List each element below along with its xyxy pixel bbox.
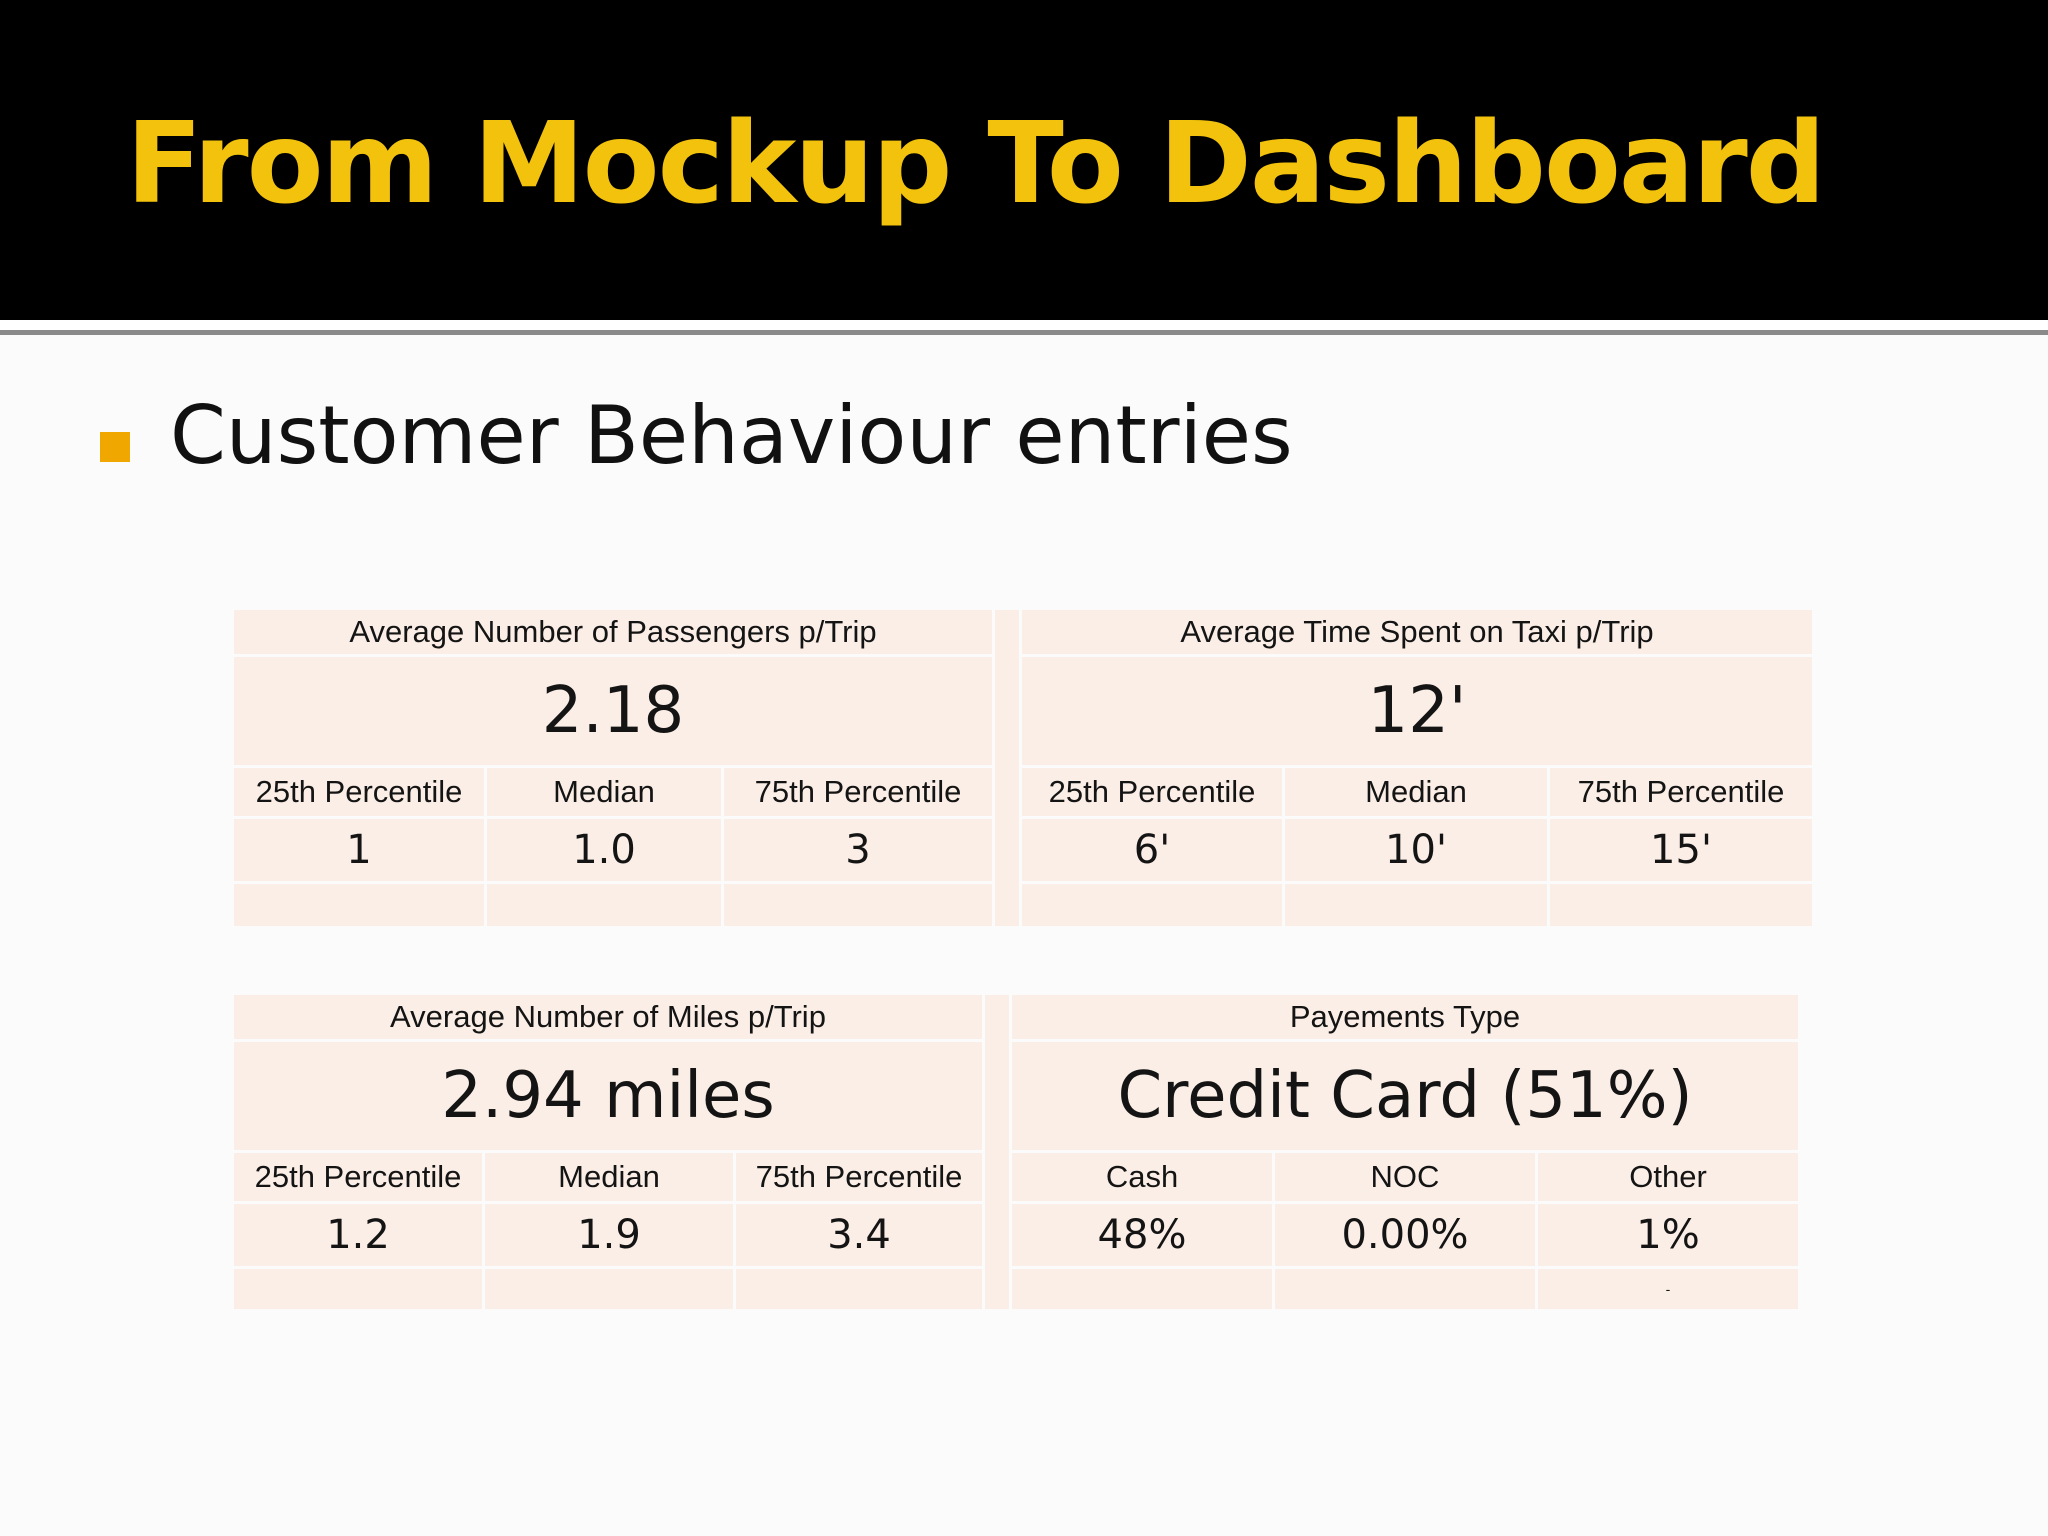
header-divider-shadow bbox=[0, 330, 2048, 335]
empty-cell bbox=[1285, 884, 1547, 926]
header-divider bbox=[0, 320, 2048, 330]
passengers-title: Average Number of Passengers p/Trip bbox=[234, 610, 992, 654]
time-p75-value: 15' bbox=[1550, 819, 1812, 881]
payments-cash-label: Cash bbox=[1012, 1153, 1272, 1201]
empty-cell bbox=[234, 884, 484, 926]
passengers-value: 2.18 bbox=[234, 657, 992, 765]
slide-title: From Mockup To Dashboard bbox=[126, 99, 1826, 229]
miles-median-value: 1.9 bbox=[485, 1204, 733, 1266]
passengers-p75-label: 75th Percentile bbox=[724, 768, 992, 816]
miles-median-label: Median bbox=[485, 1153, 733, 1201]
empty-cell bbox=[1275, 1269, 1535, 1309]
time-median-value: 10' bbox=[1285, 819, 1547, 881]
payments-other-label: Other bbox=[1538, 1153, 1798, 1201]
miles-p75-label: 75th Percentile bbox=[736, 1153, 982, 1201]
empty-cell bbox=[234, 1269, 482, 1309]
table-spacer-column bbox=[995, 610, 1019, 926]
passengers-p25-label: 25th Percentile bbox=[234, 768, 484, 816]
empty-cell bbox=[1012, 1269, 1272, 1309]
miles-value: 2.94 miles bbox=[234, 1042, 982, 1150]
empty-cell bbox=[1550, 884, 1812, 926]
payments-footnote: - bbox=[1538, 1269, 1798, 1309]
time-p25-label: 25th Percentile bbox=[1022, 768, 1282, 816]
empty-cell bbox=[724, 884, 992, 926]
bullet-square-icon bbox=[100, 432, 130, 462]
payments-noc-value: 0.00% bbox=[1275, 1204, 1535, 1266]
passengers-median-label: Median bbox=[487, 768, 721, 816]
time-p25-value: 6' bbox=[1022, 819, 1282, 881]
payments-value: Credit Card (51%) bbox=[1012, 1042, 1798, 1150]
kpi-table-miles-payments: Average Number of Miles p/Trip Payements… bbox=[234, 995, 1798, 1309]
slide-header: From Mockup To Dashboard bbox=[0, 0, 2048, 320]
table-spacer-column bbox=[985, 995, 1009, 1309]
miles-p25-value: 1.2 bbox=[234, 1204, 482, 1266]
empty-cell bbox=[736, 1269, 982, 1309]
time-value: 12' bbox=[1022, 657, 1812, 765]
time-title: Average Time Spent on Taxi p/Trip bbox=[1022, 610, 1812, 654]
passengers-p75-value: 3 bbox=[724, 819, 992, 881]
passengers-p25-value: 1 bbox=[234, 819, 484, 881]
empty-cell bbox=[487, 884, 721, 926]
miles-title: Average Number of Miles p/Trip bbox=[234, 995, 982, 1039]
time-median-label: Median bbox=[1285, 768, 1547, 816]
miles-p25-label: 25th Percentile bbox=[234, 1153, 482, 1201]
passengers-median-value: 1.0 bbox=[487, 819, 721, 881]
payments-other-value: 1% bbox=[1538, 1204, 1798, 1266]
empty-cell bbox=[1022, 884, 1282, 926]
kpi-table-passengers-time: Average Number of Passengers p/Trip Aver… bbox=[234, 610, 1814, 926]
payments-title: Payements Type bbox=[1012, 995, 1798, 1039]
empty-cell bbox=[485, 1269, 733, 1309]
miles-p75-value: 3.4 bbox=[736, 1204, 982, 1266]
payments-noc-label: NOC bbox=[1275, 1153, 1535, 1201]
bullet-text: Customer Behaviour entries bbox=[170, 389, 1293, 482]
time-p75-label: 75th Percentile bbox=[1550, 768, 1812, 816]
payments-cash-value: 48% bbox=[1012, 1204, 1272, 1266]
